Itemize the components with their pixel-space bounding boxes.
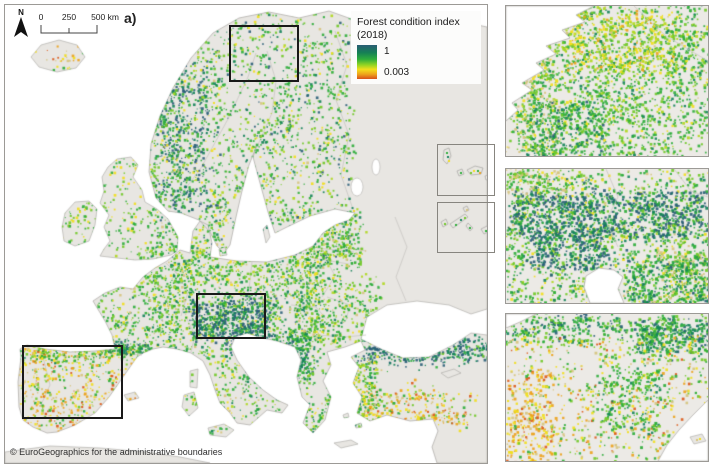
highlight-box-alps xyxy=(196,293,266,339)
attribution: © EuroGeographics for the administrative… xyxy=(10,447,223,457)
legend-title-line1: Forest condition index xyxy=(357,16,460,28)
alps-zoom-canvas xyxy=(506,169,708,303)
island-inset-box-2 xyxy=(437,202,495,253)
north-arrow-icon xyxy=(14,17,28,37)
legend-gradient-swatch xyxy=(357,44,377,79)
scale-label-0: 0 xyxy=(39,12,44,22)
scale-bar-line xyxy=(40,25,98,34)
legend-title-line2: (2018) xyxy=(357,28,388,41)
scale-label-500km: 500 km xyxy=(91,12,119,22)
iberia-zoom-canvas xyxy=(506,314,708,461)
island-inset-box-1 xyxy=(437,144,495,196)
scale-bar: 0 250 500 km xyxy=(39,12,119,34)
scale-label-250: 250 xyxy=(62,12,76,22)
zoom-panel-alps xyxy=(505,168,709,304)
fennoscandia-zoom-canvas xyxy=(506,6,708,156)
panel-label: a) xyxy=(124,10,137,26)
zoom-panel-iberia xyxy=(505,313,709,462)
north-arrow: N xyxy=(13,9,29,42)
legend-min-label: 0.003 xyxy=(384,66,410,78)
highlight-box-iberia xyxy=(22,345,123,419)
highlight-box-fennoscandia xyxy=(229,25,299,82)
main-map-panel: N 0 250 500 km a) Forest condition index… xyxy=(4,4,495,464)
legend-max-label: 1 xyxy=(384,45,390,57)
legend: Forest condition index (2018) 1 0.003 xyxy=(351,11,481,84)
north-label: N xyxy=(18,8,24,17)
zoom-panel-fennoscandia xyxy=(505,5,709,157)
